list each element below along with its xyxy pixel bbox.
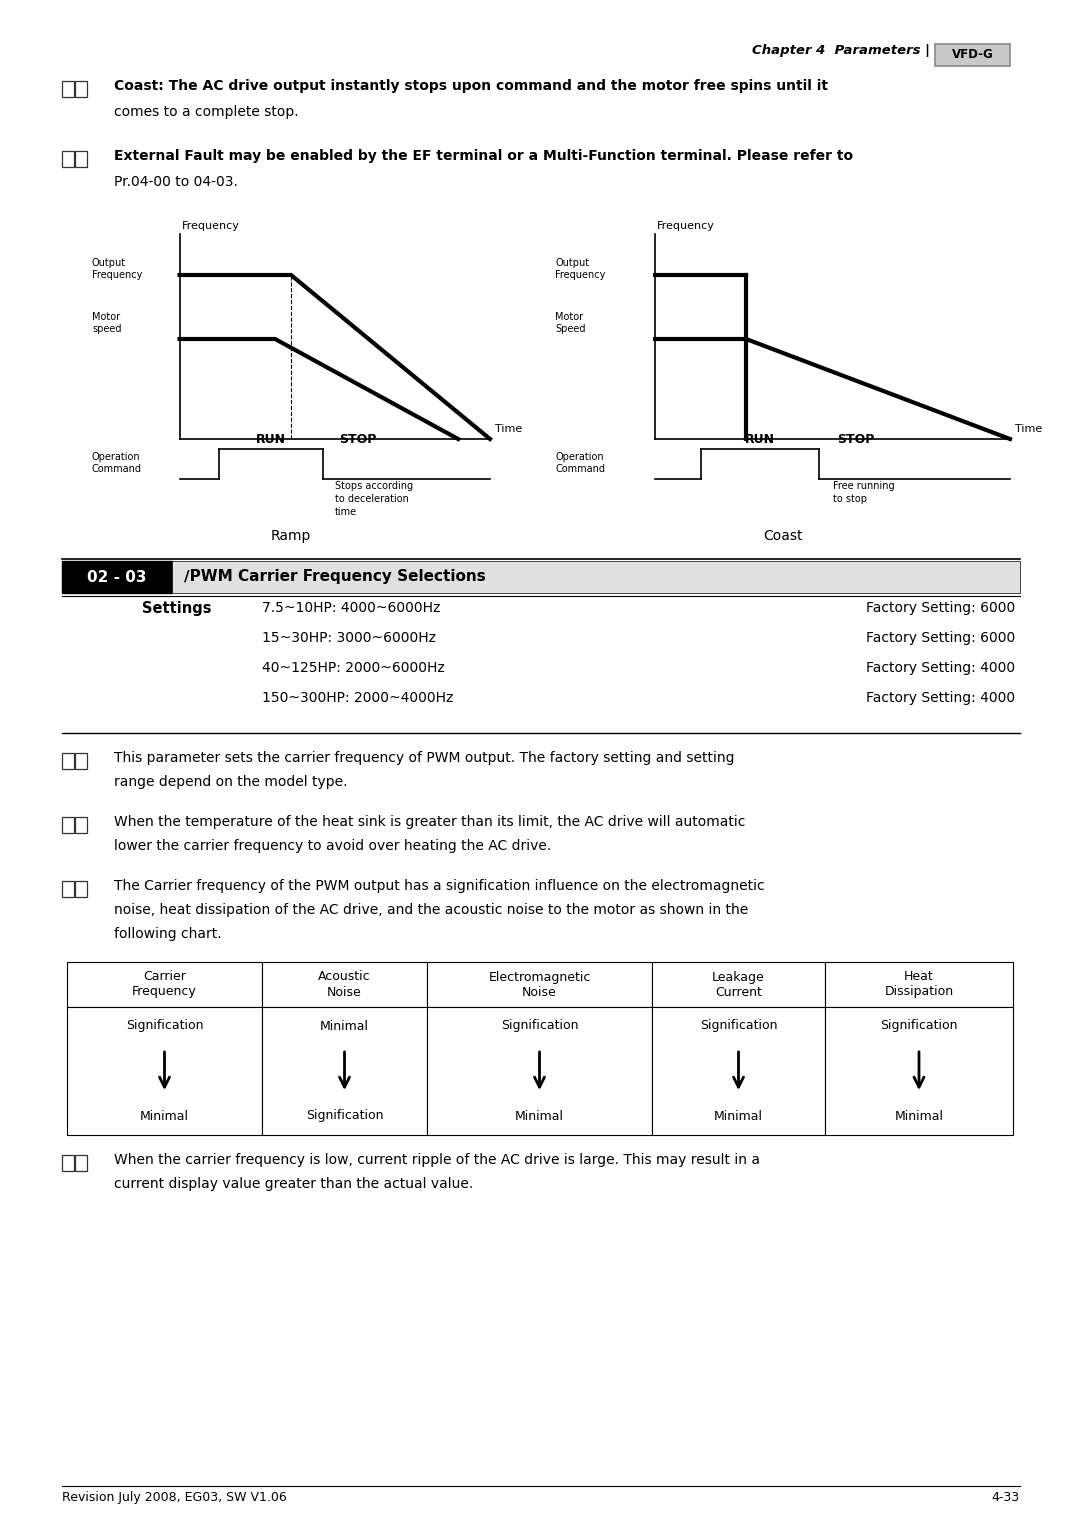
Text: 4-33: 4-33 xyxy=(991,1491,1020,1503)
Text: 02 - 03: 02 - 03 xyxy=(87,569,147,584)
Text: Ramp: Ramp xyxy=(271,529,311,543)
Text: 150~300HP: 2000~4000Hz: 150~300HP: 2000~4000Hz xyxy=(262,690,454,706)
Text: Signification: Signification xyxy=(125,1020,203,1032)
Bar xyxy=(67,1006,262,1135)
Text: time: time xyxy=(335,508,356,517)
Text: Factory Setting: 4000: Factory Setting: 4000 xyxy=(866,690,1015,706)
Text: Signification: Signification xyxy=(700,1020,778,1032)
Text: range depend on the model type.: range depend on the model type. xyxy=(114,775,348,788)
Bar xyxy=(652,962,825,1006)
Bar xyxy=(75,882,86,897)
Bar xyxy=(427,1006,652,1135)
Text: 40~125HP: 2000~6000Hz: 40~125HP: 2000~6000Hz xyxy=(262,661,445,675)
Bar xyxy=(262,962,427,1006)
Text: Frequency: Frequency xyxy=(657,221,715,232)
Bar xyxy=(825,962,1013,1006)
Bar xyxy=(172,561,1020,594)
Text: Output
Frequency: Output Frequency xyxy=(92,258,143,279)
Text: Coast: Coast xyxy=(762,529,802,543)
Text: Revision July 2008, EG03, SW V1.06: Revision July 2008, EG03, SW V1.06 xyxy=(62,1491,287,1503)
Bar xyxy=(935,44,1010,66)
Text: 7.5~10HP: 4000~6000Hz: 7.5~10HP: 4000~6000Hz xyxy=(262,601,441,615)
Text: RUN: RUN xyxy=(745,433,774,446)
Bar xyxy=(63,753,75,769)
Text: Minimal: Minimal xyxy=(515,1109,564,1123)
Bar xyxy=(67,962,262,1006)
Text: Motor
Speed: Motor Speed xyxy=(555,313,585,334)
Text: Signification: Signification xyxy=(501,1020,578,1032)
Bar xyxy=(63,882,75,897)
Text: The Carrier frequency of the PWM output has a signification influence on the ele: The Carrier frequency of the PWM output … xyxy=(114,879,765,893)
Text: comes to a complete stop.: comes to a complete stop. xyxy=(114,104,299,120)
Text: Minimal: Minimal xyxy=(894,1109,944,1123)
Text: Leakage
Current: Leakage Current xyxy=(712,971,765,999)
Text: lower the carrier frequency to avoid over heating the AC drive.: lower the carrier frequency to avoid ove… xyxy=(114,839,551,853)
Text: Minimal: Minimal xyxy=(320,1020,369,1032)
Text: External Fault may be enabled by the EF terminal or a Multi-Function terminal. P: External Fault may be enabled by the EF … xyxy=(114,149,853,163)
Text: Minimal: Minimal xyxy=(140,1109,189,1123)
Text: Coast: The AC drive output instantly stops upon command and the motor free spins: Coast: The AC drive output instantly sto… xyxy=(114,78,828,94)
Text: to stop: to stop xyxy=(833,494,866,505)
Text: Time: Time xyxy=(1015,423,1042,434)
Bar xyxy=(63,152,75,167)
Text: ∕PWM Carrier Frequency Selections: ∕PWM Carrier Frequency Selections xyxy=(184,569,486,584)
Text: RUN: RUN xyxy=(256,433,286,446)
Text: Frequency: Frequency xyxy=(181,221,240,232)
Text: Output
Frequency: Output Frequency xyxy=(555,258,606,279)
Bar xyxy=(75,152,86,167)
Bar xyxy=(75,81,86,97)
Bar xyxy=(75,1155,86,1170)
Text: 15~30HP: 3000~6000Hz: 15~30HP: 3000~6000Hz xyxy=(262,630,436,644)
Text: Carrier
Frequency: Carrier Frequency xyxy=(132,971,197,999)
Bar xyxy=(63,81,75,97)
Bar xyxy=(427,962,652,1006)
Text: Free running: Free running xyxy=(833,482,894,491)
Bar xyxy=(262,1006,427,1135)
Text: Operation
Command: Operation Command xyxy=(92,453,141,474)
Text: Signification: Signification xyxy=(306,1109,383,1123)
Text: Factory Setting: 6000: Factory Setting: 6000 xyxy=(866,630,1015,644)
Text: Factory Setting: 4000: Factory Setting: 4000 xyxy=(866,661,1015,675)
Text: current display value greater than the actual value.: current display value greater than the a… xyxy=(114,1177,473,1190)
Bar xyxy=(75,818,86,833)
Text: STOP: STOP xyxy=(339,433,376,446)
Text: Stops according: Stops according xyxy=(335,482,413,491)
Bar xyxy=(825,1006,1013,1135)
Text: Heat
Dissipation: Heat Dissipation xyxy=(885,971,954,999)
Text: Motor
speed: Motor speed xyxy=(92,313,121,334)
Bar xyxy=(75,753,86,769)
Text: Electromagnetic
Noise: Electromagnetic Noise xyxy=(488,971,591,999)
Text: Settings: Settings xyxy=(141,601,212,617)
Text: following chart.: following chart. xyxy=(114,927,221,940)
Bar xyxy=(652,1006,825,1135)
Text: Pr.04-00 to 04-03.: Pr.04-00 to 04-03. xyxy=(114,175,238,189)
Bar xyxy=(63,1155,75,1170)
Text: Signification: Signification xyxy=(880,1020,958,1032)
Text: This parameter sets the carrier frequency of PWM output. The factory setting and: This parameter sets the carrier frequenc… xyxy=(114,752,734,765)
Text: to deceleration: to deceleration xyxy=(335,494,408,505)
Text: When the carrier frequency is low, current ripple of the AC drive is large. This: When the carrier frequency is low, curre… xyxy=(114,1154,760,1167)
Bar xyxy=(62,561,172,594)
Text: When the temperature of the heat sink is greater than its limit, the AC drive wi: When the temperature of the heat sink is… xyxy=(114,815,745,828)
Text: Time: Time xyxy=(495,423,523,434)
Text: noise, heat dissipation of the AC drive, and the acoustic noise to the motor as : noise, heat dissipation of the AC drive,… xyxy=(114,904,748,917)
Text: Minimal: Minimal xyxy=(714,1109,762,1123)
Text: Operation
Command: Operation Command xyxy=(555,453,605,474)
Text: Acoustic
Noise: Acoustic Noise xyxy=(319,971,370,999)
Text: VFD-G: VFD-G xyxy=(951,49,994,61)
Text: Chapter 4  Parameters |: Chapter 4 Parameters | xyxy=(752,44,930,57)
Text: STOP: STOP xyxy=(837,433,875,446)
Text: Factory Setting: 6000: Factory Setting: 6000 xyxy=(866,601,1015,615)
Bar xyxy=(63,818,75,833)
